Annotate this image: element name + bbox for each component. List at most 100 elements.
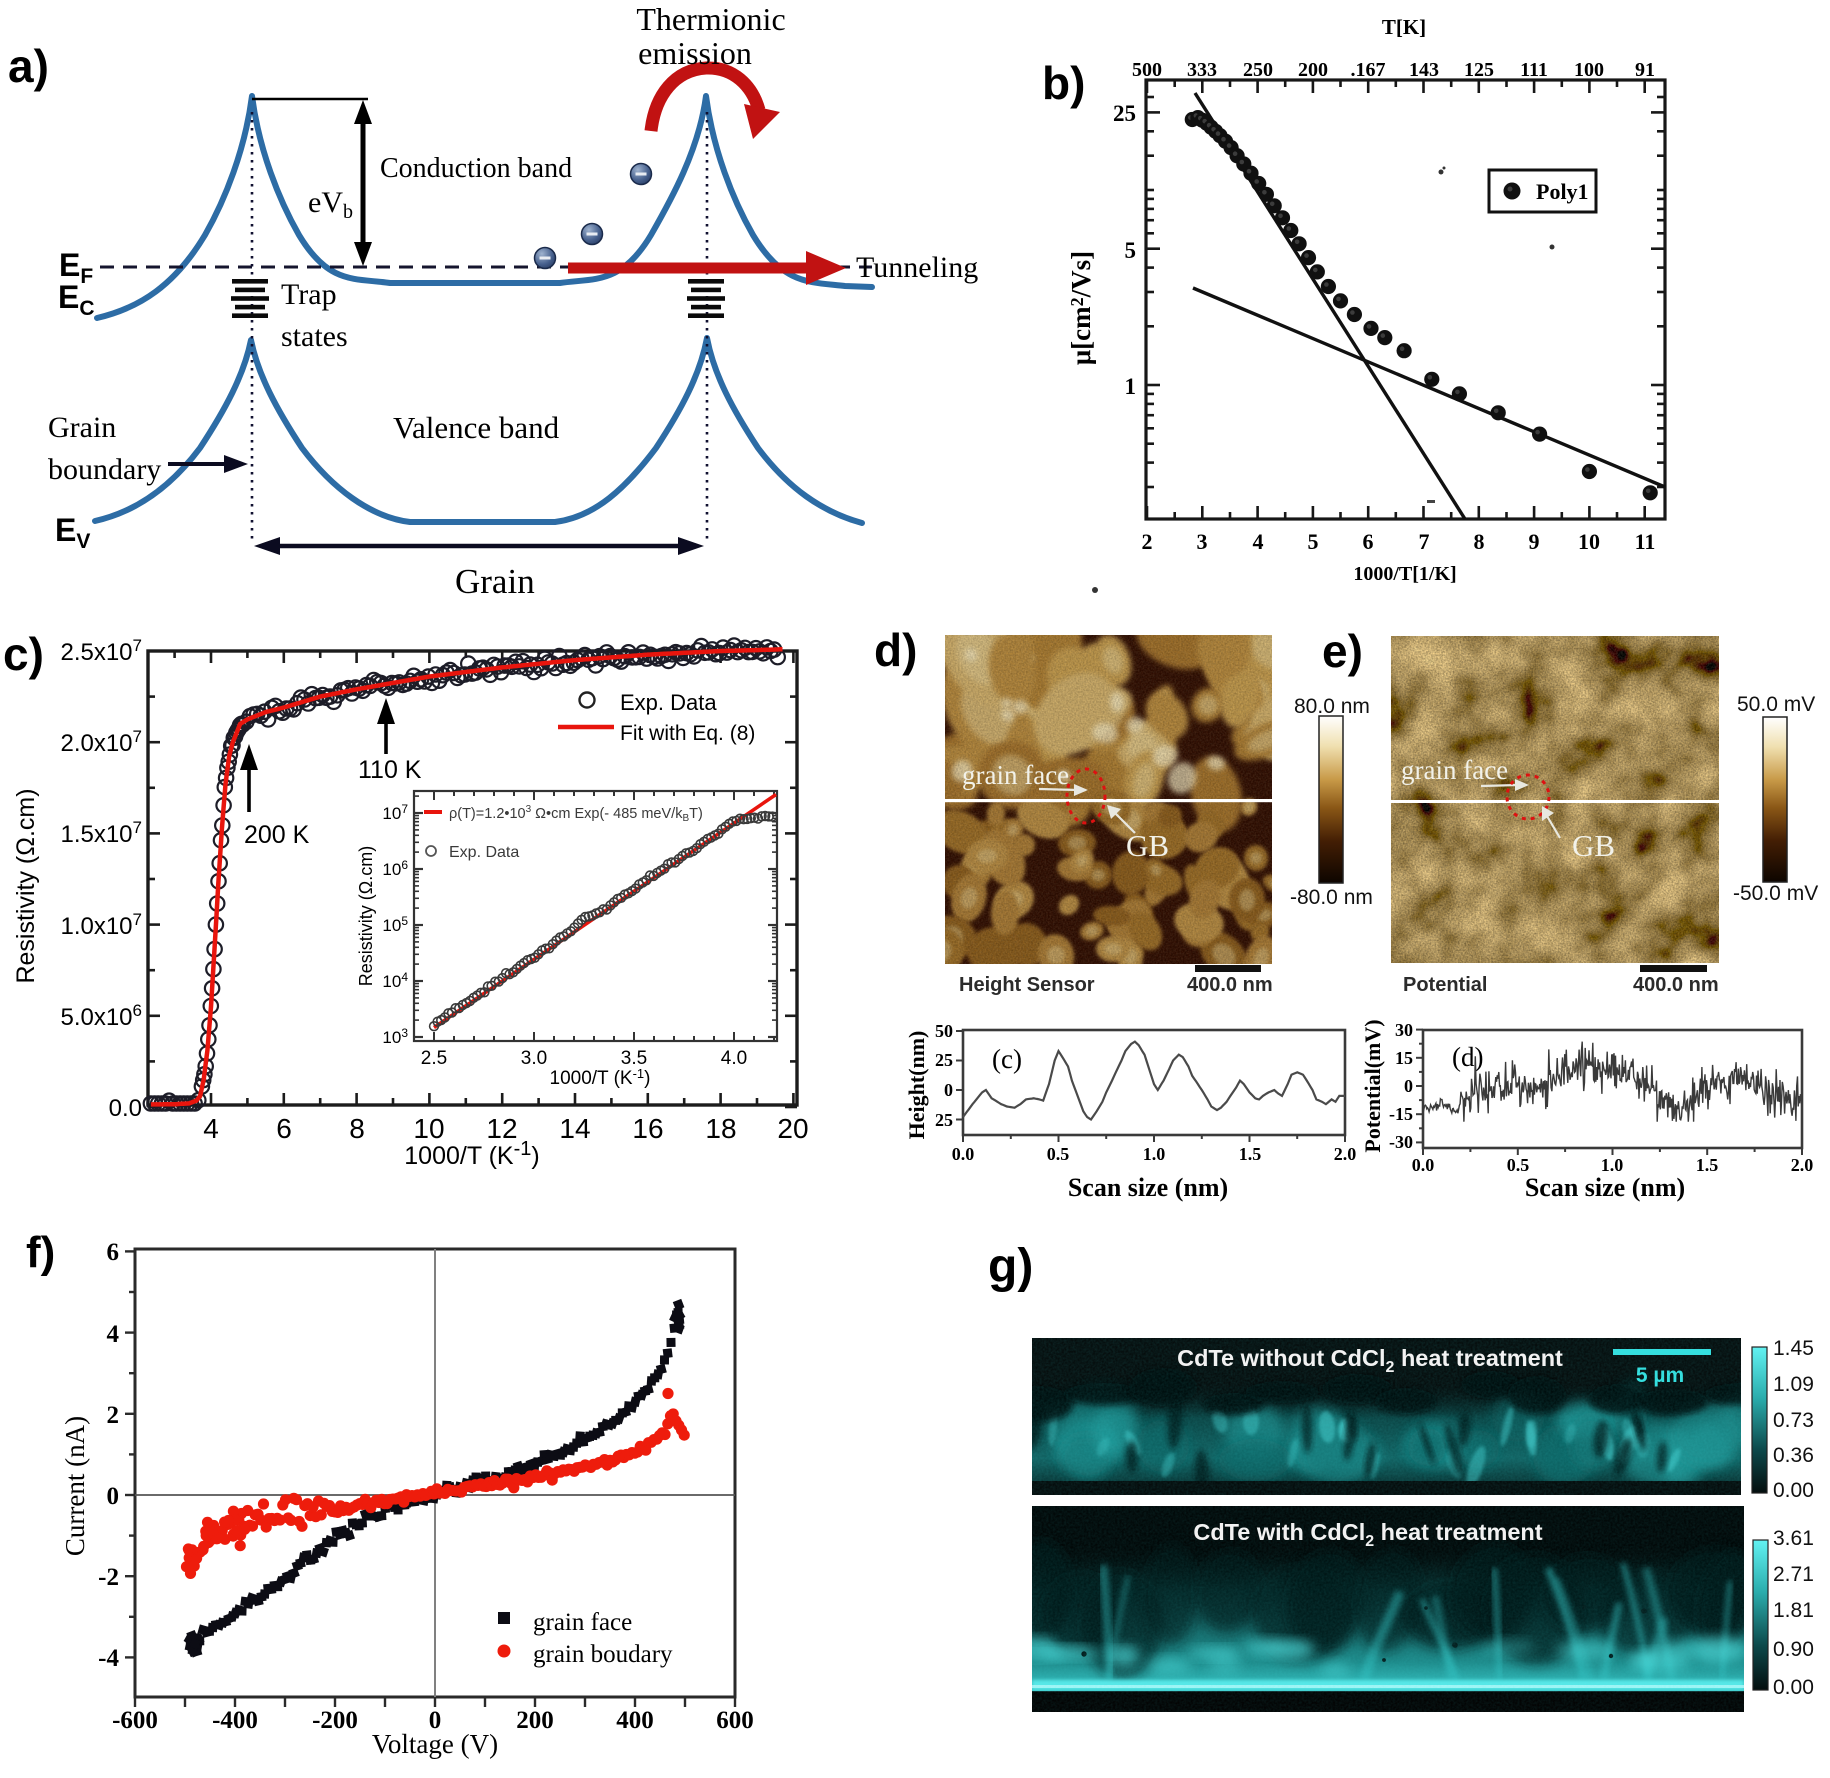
svg-text:5: 5 <box>1308 529 1319 554</box>
svg-text:e): e) <box>1322 625 1363 677</box>
svg-text:200 K: 200 K <box>244 821 310 849</box>
svg-text:1.0: 1.0 <box>1601 1155 1624 1175</box>
svg-text:Fit with Eq. (8): Fit with Eq. (8) <box>620 722 755 745</box>
svg-text:1.45: 1.45 <box>1773 1337 1814 1360</box>
svg-text:b): b) <box>1042 57 1085 109</box>
svg-text:-4: -4 <box>98 1645 119 1672</box>
svg-text:125: 125 <box>1464 59 1494 81</box>
svg-text:Poly1: Poly1 <box>1536 179 1589 204</box>
svg-text:5 µm: 5 µm <box>1636 1364 1684 1387</box>
svg-text:7: 7 <box>1419 529 1430 554</box>
svg-text:80.0 nm: 80.0 nm <box>1294 695 1370 718</box>
svg-text:1: 1 <box>1125 374 1137 399</box>
svg-text:0.5: 0.5 <box>1507 1155 1530 1175</box>
svg-text:Conduction band: Conduction band <box>380 153 572 184</box>
svg-text:1.5: 1.5 <box>1239 1144 1262 1164</box>
svg-text:-400: -400 <box>212 1707 258 1734</box>
svg-text:0: 0 <box>1404 1076 1413 1096</box>
svg-text:25: 25 <box>935 1110 953 1130</box>
svg-text:Resistivity (Ω.cm): Resistivity (Ω.cm) <box>12 788 40 983</box>
svg-text:143: 143 <box>1409 59 1439 81</box>
svg-text:1000/T (K-1): 1000/T (K-1) <box>550 1066 651 1089</box>
svg-text:grain face: grain face <box>1401 755 1508 785</box>
svg-text:grain face: grain face <box>962 760 1069 790</box>
svg-text:2.0: 2.0 <box>1334 1144 1357 1164</box>
svg-text:6: 6 <box>107 1239 120 1266</box>
svg-text:4: 4 <box>107 1321 120 1348</box>
svg-text:Exp. Data: Exp. Data <box>449 844 519 861</box>
svg-text:110 K: 110 K <box>358 756 422 784</box>
svg-text:16: 16 <box>632 1113 663 1144</box>
svg-text:1.5x107: 1.5x107 <box>60 818 142 848</box>
svg-text:ρ(T)=1.2•103 Ω•cm Exp(- 485 me: ρ(T)=1.2•103 Ω•cm Exp(- 485 meV/kBT) <box>449 804 703 824</box>
svg-text:200: 200 <box>516 1707 554 1734</box>
svg-text:Scan size (nm): Scan size (nm) <box>1068 1173 1228 1202</box>
svg-text:Potential: Potential <box>1403 974 1487 996</box>
svg-text:400.0 nm: 400.0 nm <box>1187 974 1273 996</box>
svg-text:c): c) <box>3 628 44 680</box>
svg-text:emission: emission <box>638 35 752 71</box>
svg-text:Current (nA): Current (nA) <box>60 1416 90 1556</box>
svg-text:8: 8 <box>1474 529 1485 554</box>
svg-text:2.71: 2.71 <box>1773 1563 1814 1586</box>
svg-text:4: 4 <box>203 1113 219 1144</box>
svg-text:a): a) <box>8 40 49 92</box>
svg-text:1.09: 1.09 <box>1773 1373 1814 1396</box>
svg-text:10: 10 <box>413 1113 444 1144</box>
svg-text:0: 0 <box>944 1080 953 1100</box>
svg-text:0.5: 0.5 <box>1047 1144 1070 1164</box>
svg-text:9: 9 <box>1529 529 1540 554</box>
svg-text:μ[cm2/Vs]: μ[cm2/Vs] <box>1066 251 1096 365</box>
svg-text:15: 15 <box>1395 1048 1413 1068</box>
svg-text:8: 8 <box>349 1113 365 1144</box>
svg-text:11: 11 <box>1635 529 1656 554</box>
svg-text:3.61: 3.61 <box>1773 1527 1814 1550</box>
svg-text:1.5: 1.5 <box>1696 1155 1719 1175</box>
svg-text:2.5x107: 2.5x107 <box>60 636 142 666</box>
svg-text:Resistivity (Ω.cm): Resistivity (Ω.cm) <box>356 846 376 986</box>
svg-text:g): g) <box>988 1240 1033 1293</box>
svg-text:0.0: 0.0 <box>1412 1155 1435 1175</box>
svg-text:91: 91 <box>1635 59 1655 81</box>
svg-text:Height(nm): Height(nm) <box>904 1031 929 1140</box>
svg-text:.167: .167 <box>1351 59 1386 81</box>
svg-text:0.0: 0.0 <box>109 1095 142 1122</box>
svg-text:grain face: grain face <box>533 1609 632 1636</box>
svg-text:4: 4 <box>1253 529 1264 554</box>
svg-text:-200: -200 <box>312 1707 358 1734</box>
svg-text:0: 0 <box>429 1707 442 1734</box>
svg-text:333: 333 <box>1187 59 1217 81</box>
svg-text:Trap: Trap <box>281 278 337 311</box>
svg-text:25: 25 <box>1113 101 1136 126</box>
svg-text:GB: GB <box>1126 828 1169 863</box>
svg-text:2: 2 <box>1142 529 1153 554</box>
svg-text:3: 3 <box>1197 529 1208 554</box>
svg-text:T[K]: T[K] <box>1382 15 1426 39</box>
svg-text:boundary: boundary <box>48 453 161 486</box>
svg-text:2.0x107: 2.0x107 <box>60 727 142 757</box>
svg-text:grain boudary: grain boudary <box>533 1641 673 1668</box>
svg-text:Height Sensor: Height Sensor <box>959 974 1095 996</box>
svg-text:18: 18 <box>705 1113 736 1144</box>
svg-text:-2: -2 <box>98 1564 119 1591</box>
svg-text:25: 25 <box>935 1050 953 1070</box>
svg-text:-50.0 mV: -50.0 mV <box>1733 882 1818 905</box>
svg-text:1000/T[1/K]: 1000/T[1/K] <box>1353 563 1456 585</box>
svg-text:14: 14 <box>559 1113 590 1144</box>
svg-text:-15: -15 <box>1389 1104 1413 1124</box>
svg-text:Voltage (V): Voltage (V) <box>372 1729 498 1759</box>
svg-text:-80.0 nm: -80.0 nm <box>1290 886 1373 909</box>
svg-text:Exp. Data: Exp. Data <box>620 690 717 715</box>
svg-text:3.0: 3.0 <box>521 1048 547 1069</box>
svg-text:30: 30 <box>1395 1020 1413 1040</box>
svg-text:400.0 nm: 400.0 nm <box>1633 974 1719 996</box>
svg-text:20: 20 <box>777 1113 808 1144</box>
svg-text:2.5: 2.5 <box>421 1048 447 1069</box>
svg-text:2: 2 <box>107 1402 120 1429</box>
svg-text:3.5: 3.5 <box>621 1048 647 1069</box>
svg-text:0: 0 <box>107 1483 120 1510</box>
svg-text:500: 500 <box>1132 59 1162 81</box>
svg-text:(c): (c) <box>992 1044 1022 1074</box>
svg-text:10: 10 <box>1578 529 1600 554</box>
svg-text:Tunneling: Tunneling <box>856 251 978 284</box>
